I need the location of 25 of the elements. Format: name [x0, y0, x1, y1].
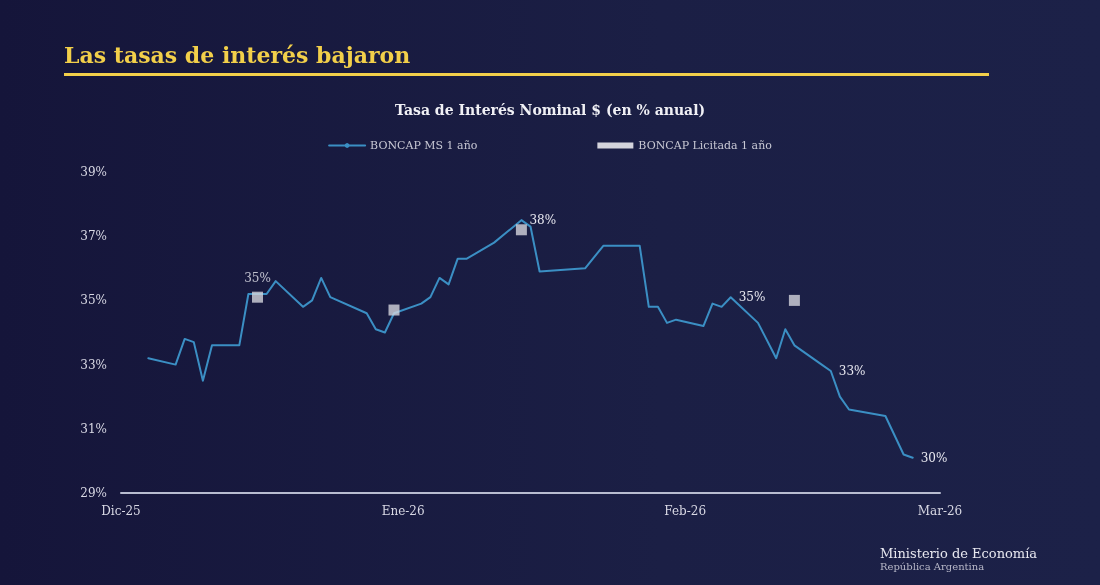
y-tick-label: 39% [80, 165, 107, 179]
data-label: 35% [738, 290, 766, 305]
text: Ministerio de Economía [880, 546, 1038, 561]
chart-title: Las tasas de interés bajaron [64, 42, 411, 68]
data-label: 30% [920, 450, 948, 465]
y-tick-label: 33% [80, 357, 107, 372]
x-tick-label: Mar-26 [917, 504, 963, 518]
x-tick-label: Dic-25 [101, 504, 141, 518]
x-tick-label: Feb-26 [664, 504, 707, 518]
legend-label: BONCAP MS 1 año [370, 139, 478, 152]
data-label: 35% [244, 270, 271, 285]
y-tick-label: 35% [80, 293, 107, 308]
y-tick-label: 29% [80, 486, 107, 500]
point [388, 304, 400, 316]
x-tick-label: Ene-26 [381, 504, 425, 518]
point [515, 224, 527, 236]
y-tick-label: 31% [80, 421, 107, 436]
y-tick-label: 37% [80, 229, 107, 244]
text: República Argentina [880, 561, 986, 572]
legend-label: BONCAP Licitada 1 año [638, 139, 773, 152]
data-label: 33% [838, 364, 866, 379]
data-label: 38% [529, 213, 557, 228]
point [252, 291, 263, 303]
chart-subtitle: Tasa de Interés Nominal $ (en % anual) [394, 102, 706, 118]
point [788, 294, 800, 306]
